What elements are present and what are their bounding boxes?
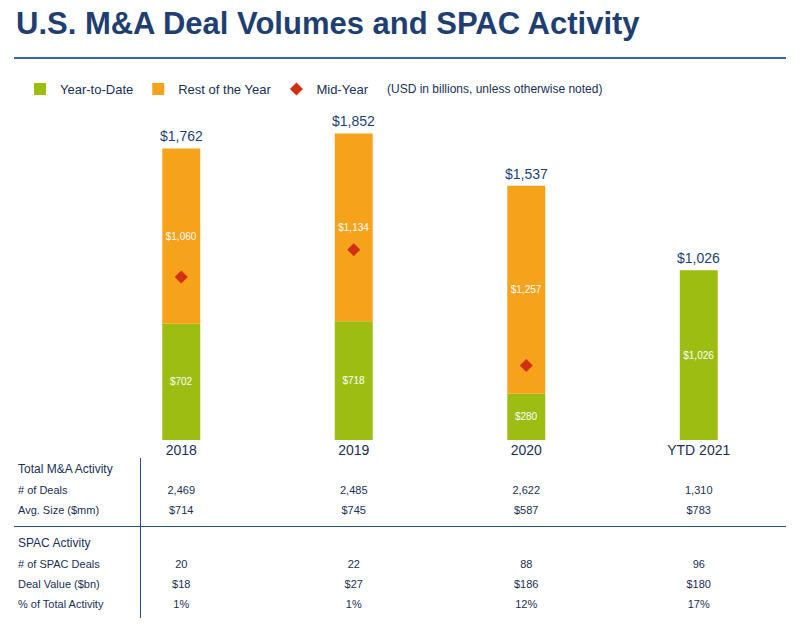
svg-text:$718: $718 [342, 375, 365, 386]
html-text:$18: $18 [172, 578, 191, 590]
svg-text:Year-to-Date: Year-to-Date [60, 82, 133, 97]
svg-text:2019: 2019 [338, 442, 369, 458]
svg-text:(USD in billions, unless other: (USD in billions, unless otherwise noted… [387, 82, 602, 96]
html-text:$714: $714 [169, 504, 194, 516]
html-text:2,622: 2,622 [512, 484, 540, 496]
html-text:$186: $186 [514, 578, 539, 590]
html-text:2,485: 2,485 [340, 484, 368, 496]
svg-text:$280: $280 [515, 411, 538, 422]
svg-text:$1,762: $1,762 [160, 128, 203, 144]
svg-text:$1,134: $1,134 [338, 222, 369, 233]
html-text:$27: $27 [344, 578, 363, 590]
html-text:$587: $587 [514, 504, 539, 516]
svg-text:Mid-Year: Mid-Year [316, 82, 368, 97]
html-text:Avg. Size ($mm): Avg. Size ($mm) [18, 504, 100, 516]
html-text:88: 88 [520, 558, 533, 570]
svg-text:2018: 2018 [166, 442, 197, 458]
html-text:# of Deals: # of Deals [18, 484, 68, 496]
html-text:1%: 1% [173, 598, 190, 610]
svg-text:$1,257: $1,257 [511, 284, 542, 295]
svg-text:Rest of the Year: Rest of the Year [178, 82, 271, 97]
html-text:$783: $783 [686, 504, 711, 516]
svg-text:$1,852: $1,852 [332, 113, 375, 129]
html-text:17%: 17% [687, 598, 710, 610]
html-text:% of Total Activity: % of Total Activity [18, 598, 104, 610]
svg-text:$1,537: $1,537 [505, 166, 548, 182]
svg-text:2020: 2020 [511, 442, 542, 458]
svg-text:$1,026: $1,026 [677, 250, 720, 266]
svg-text:YTD 2021: YTD 2021 [667, 442, 730, 458]
html-text:22: 22 [347, 558, 360, 570]
html-text:20: 20 [175, 558, 188, 570]
html-text:$180: $180 [686, 578, 711, 590]
html-text:96: 96 [692, 558, 705, 570]
html-text:1,310: 1,310 [685, 484, 713, 496]
html-text:1%: 1% [345, 598, 362, 610]
html-text:SPAC Activity: SPAC Activity [18, 536, 91, 550]
html-text:Total M&A Activity: Total M&A Activity [18, 462, 113, 476]
html-text:# of SPAC Deals: # of SPAC Deals [18, 558, 100, 570]
svg-text:$702: $702 [170, 376, 193, 387]
html-text:12%: 12% [515, 598, 538, 610]
svg-text:$1,026: $1,026 [683, 350, 714, 361]
html-text:U.S. M&A Deal Volumes and SPAC: U.S. M&A Deal Volumes and SPAC Activity [16, 6, 640, 41]
svg-text:$1,060: $1,060 [166, 231, 197, 242]
html-text:$745: $745 [341, 504, 366, 516]
html-text:Deal Value ($bn): Deal Value ($bn) [18, 578, 100, 590]
html-text:2,469: 2,469 [167, 484, 195, 496]
